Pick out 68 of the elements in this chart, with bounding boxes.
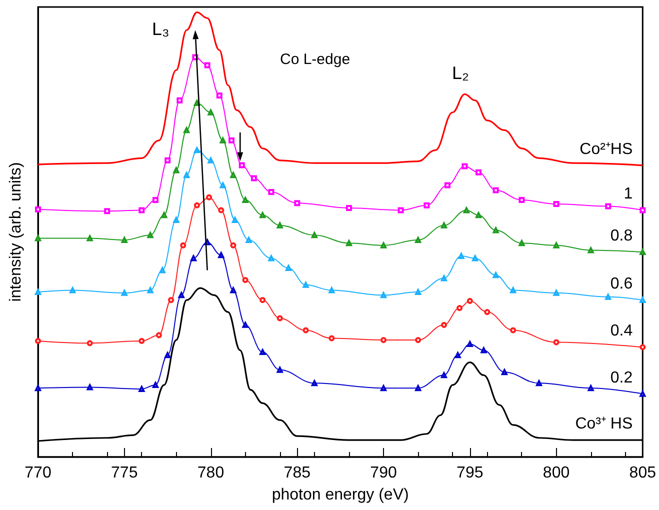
- point: [204, 62, 210, 68]
- point: [380, 337, 387, 344]
- point: [250, 175, 257, 182]
- point: [164, 157, 171, 164]
- series-label: Co²⁺HS: [580, 140, 633, 158]
- x-tick-label: 795: [456, 464, 484, 482]
- x-tick-label: 800: [542, 464, 570, 482]
- point: [456, 305, 463, 312]
- point: [553, 200, 560, 207]
- annotation: L₂: [452, 63, 470, 83]
- point: [518, 196, 525, 203]
- point: [553, 339, 560, 346]
- point: [276, 315, 283, 322]
- point: [206, 194, 212, 200]
- y-axis-title: intensity (arb. units): [8, 162, 24, 302]
- point: [238, 162, 245, 168]
- point: [152, 196, 158, 203]
- point: [230, 242, 236, 248]
- point: [640, 344, 646, 350]
- x-tick-label: 770: [24, 464, 52, 482]
- point: [415, 337, 422, 344]
- point: [218, 207, 224, 214]
- series-label: 0.4: [610, 322, 633, 340]
- point: [168, 297, 174, 304]
- point: [138, 207, 145, 214]
- annotation: L₃: [152, 19, 170, 39]
- series-label: 0.6: [610, 276, 633, 293]
- series-label: 1: [624, 186, 633, 203]
- point: [476, 169, 482, 176]
- point: [444, 182, 450, 188]
- x-axis-title: photon energy (eV): [272, 486, 409, 504]
- x-tick-label: 780: [197, 464, 224, 482]
- x-tick-label: 790: [370, 464, 397, 482]
- point: [328, 335, 335, 342]
- x-tick-label: 775: [111, 464, 138, 482]
- series-label: 0.8: [610, 228, 633, 245]
- point: [35, 206, 41, 212]
- point: [640, 207, 646, 214]
- point: [605, 203, 612, 210]
- x-tick-label: 785: [284, 464, 311, 482]
- point: [466, 298, 473, 304]
- point: [510, 327, 516, 334]
- point: [228, 137, 234, 144]
- point: [138, 338, 145, 344]
- point: [104, 208, 110, 214]
- point: [216, 92, 222, 98]
- point: [268, 188, 274, 195]
- point: [35, 338, 41, 344]
- point: [242, 277, 248, 284]
- point: [176, 97, 183, 104]
- point: [194, 202, 200, 208]
- point: [484, 309, 490, 316]
- point: [398, 207, 404, 214]
- annotation: Co L-edge: [280, 51, 350, 68]
- point: [294, 200, 300, 206]
- point: [492, 187, 499, 194]
- point: [462, 163, 468, 170]
- point: [260, 297, 266, 304]
- point: [440, 322, 447, 328]
- point: [302, 327, 309, 334]
- point: [424, 202, 430, 208]
- x-tick-label: 805: [629, 464, 656, 482]
- point: [86, 340, 93, 346]
- point: [156, 332, 162, 338]
- series-label: 0.2: [610, 369, 633, 386]
- point: [346, 204, 352, 211]
- series-label: Co³⁺ HS: [575, 416, 633, 433]
- point: [180, 242, 186, 248]
